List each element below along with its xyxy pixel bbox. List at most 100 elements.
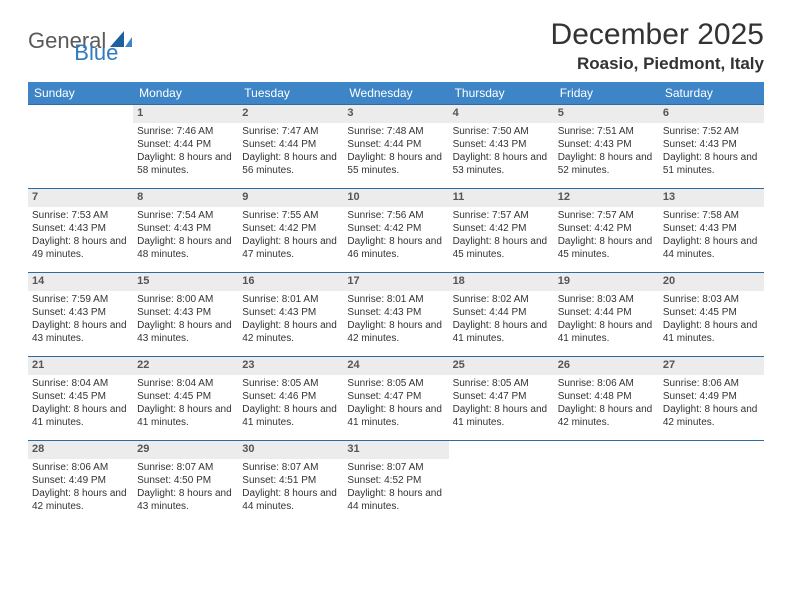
day-content-cell [28, 123, 133, 189]
daynum-row: 14151617181920 [28, 273, 764, 291]
day-header: Monday [133, 82, 238, 105]
sunset-text: Sunset: 4:47 PM [347, 390, 444, 403]
daylight-text: Daylight: 8 hours and 41 minutes. [453, 319, 550, 345]
day-content-cell: Sunrise: 7:57 AMSunset: 4:42 PMDaylight:… [554, 207, 659, 273]
day-content-cell: Sunrise: 7:51 AMSunset: 4:43 PMDaylight:… [554, 123, 659, 189]
day-content-cell: Sunrise: 8:02 AMSunset: 4:44 PMDaylight:… [449, 291, 554, 357]
sunset-text: Sunset: 4:49 PM [663, 390, 760, 403]
sunrise-text: Sunrise: 8:04 AM [32, 377, 129, 390]
day-number-cell: 29 [133, 441, 238, 459]
daylight-text: Daylight: 8 hours and 42 minutes. [242, 319, 339, 345]
sunrise-text: Sunrise: 8:01 AM [242, 293, 339, 306]
day-content-cell [659, 459, 764, 525]
sunrise-text: Sunrise: 8:06 AM [558, 377, 655, 390]
day-content-cell: Sunrise: 8:06 AMSunset: 4:48 PMDaylight:… [554, 375, 659, 441]
sunrise-text: Sunrise: 8:05 AM [347, 377, 444, 390]
sunrise-text: Sunrise: 7:46 AM [137, 125, 234, 138]
day-number-cell: 21 [28, 357, 133, 375]
day-content-cell: Sunrise: 7:46 AMSunset: 4:44 PMDaylight:… [133, 123, 238, 189]
daylight-text: Daylight: 8 hours and 47 minutes. [242, 235, 339, 261]
sunrise-text: Sunrise: 8:01 AM [347, 293, 444, 306]
content-row: Sunrise: 7:59 AMSunset: 4:43 PMDaylight:… [28, 291, 764, 357]
sunset-text: Sunset: 4:45 PM [32, 390, 129, 403]
sunset-text: Sunset: 4:43 PM [453, 138, 550, 151]
day-content-cell: Sunrise: 7:48 AMSunset: 4:44 PMDaylight:… [343, 123, 448, 189]
daynum-row: 28293031 [28, 441, 764, 459]
sunrise-text: Sunrise: 7:50 AM [453, 125, 550, 138]
daylight-text: Daylight: 8 hours and 48 minutes. [137, 235, 234, 261]
day-content-cell: Sunrise: 8:06 AMSunset: 4:49 PMDaylight:… [659, 375, 764, 441]
sunrise-text: Sunrise: 7:53 AM [32, 209, 129, 222]
sunset-text: Sunset: 4:46 PM [242, 390, 339, 403]
sunrise-text: Sunrise: 8:00 AM [137, 293, 234, 306]
day-content-cell: Sunrise: 8:07 AMSunset: 4:51 PMDaylight:… [238, 459, 343, 525]
header: General Blue December 2025 Roasio, Piedm… [28, 18, 764, 74]
daynum-row: 123456 [28, 105, 764, 123]
day-content-cell: Sunrise: 7:50 AMSunset: 4:43 PMDaylight:… [449, 123, 554, 189]
content-row: Sunrise: 8:06 AMSunset: 4:49 PMDaylight:… [28, 459, 764, 525]
daylight-text: Daylight: 8 hours and 42 minutes. [558, 403, 655, 429]
sunrise-text: Sunrise: 7:57 AM [453, 209, 550, 222]
month-title: December 2025 [551, 18, 764, 52]
daylight-text: Daylight: 8 hours and 43 minutes. [137, 319, 234, 345]
sunset-text: Sunset: 4:43 PM [347, 306, 444, 319]
day-number-cell: 7 [28, 189, 133, 207]
day-content-cell: Sunrise: 7:47 AMSunset: 4:44 PMDaylight:… [238, 123, 343, 189]
sunrise-text: Sunrise: 8:06 AM [32, 461, 129, 474]
sunrise-text: Sunrise: 8:04 AM [137, 377, 234, 390]
day-content-cell: Sunrise: 8:00 AMSunset: 4:43 PMDaylight:… [133, 291, 238, 357]
day-content-cell: Sunrise: 8:05 AMSunset: 4:47 PMDaylight:… [343, 375, 448, 441]
daynum-row: 21222324252627 [28, 357, 764, 375]
day-number-cell: 1 [133, 105, 238, 123]
sunset-text: Sunset: 4:48 PM [558, 390, 655, 403]
sunrise-text: Sunrise: 8:05 AM [453, 377, 550, 390]
sunset-text: Sunset: 4:44 PM [137, 138, 234, 151]
calendar-table: SundayMondayTuesdayWednesdayThursdayFrid… [28, 82, 764, 525]
daylight-text: Daylight: 8 hours and 56 minutes. [242, 151, 339, 177]
day-content-cell: Sunrise: 8:07 AMSunset: 4:50 PMDaylight:… [133, 459, 238, 525]
daylight-text: Daylight: 8 hours and 58 minutes. [137, 151, 234, 177]
content-row: Sunrise: 7:53 AMSunset: 4:43 PMDaylight:… [28, 207, 764, 273]
day-number-cell: 22 [133, 357, 238, 375]
day-content-cell: Sunrise: 8:05 AMSunset: 4:46 PMDaylight:… [238, 375, 343, 441]
day-content-cell: Sunrise: 7:55 AMSunset: 4:42 PMDaylight:… [238, 207, 343, 273]
sunset-text: Sunset: 4:43 PM [137, 306, 234, 319]
day-content-cell: Sunrise: 7:58 AMSunset: 4:43 PMDaylight:… [659, 207, 764, 273]
day-content-cell: Sunrise: 8:05 AMSunset: 4:47 PMDaylight:… [449, 375, 554, 441]
daynum-row: 78910111213 [28, 189, 764, 207]
day-number-cell: 6 [659, 105, 764, 123]
daylight-text: Daylight: 8 hours and 41 minutes. [32, 403, 129, 429]
sunset-text: Sunset: 4:44 PM [453, 306, 550, 319]
day-content-cell: Sunrise: 7:59 AMSunset: 4:43 PMDaylight:… [28, 291, 133, 357]
sunrise-text: Sunrise: 8:03 AM [663, 293, 760, 306]
daylight-text: Daylight: 8 hours and 55 minutes. [347, 151, 444, 177]
daylight-text: Daylight: 8 hours and 41 minutes. [453, 403, 550, 429]
daylight-text: Daylight: 8 hours and 42 minutes. [32, 487, 129, 513]
day-content-cell: Sunrise: 7:56 AMSunset: 4:42 PMDaylight:… [343, 207, 448, 273]
day-number-cell [449, 441, 554, 459]
day-number-cell: 23 [238, 357, 343, 375]
sunset-text: Sunset: 4:50 PM [137, 474, 234, 487]
day-number-cell [28, 105, 133, 123]
day-content-cell: Sunrise: 8:03 AMSunset: 4:45 PMDaylight:… [659, 291, 764, 357]
day-content-cell: Sunrise: 7:53 AMSunset: 4:43 PMDaylight:… [28, 207, 133, 273]
sunrise-text: Sunrise: 8:07 AM [137, 461, 234, 474]
sunset-text: Sunset: 4:45 PM [137, 390, 234, 403]
daylight-text: Daylight: 8 hours and 52 minutes. [558, 151, 655, 177]
sunrise-text: Sunrise: 7:59 AM [32, 293, 129, 306]
sunset-text: Sunset: 4:43 PM [242, 306, 339, 319]
logo: General Blue [28, 18, 178, 54]
day-header: Thursday [449, 82, 554, 105]
daylight-text: Daylight: 8 hours and 45 minutes. [453, 235, 550, 261]
sunrise-text: Sunrise: 7:55 AM [242, 209, 339, 222]
daylight-text: Daylight: 8 hours and 43 minutes. [137, 487, 234, 513]
sunrise-text: Sunrise: 8:05 AM [242, 377, 339, 390]
day-number-cell: 8 [133, 189, 238, 207]
day-content-cell: Sunrise: 7:54 AMSunset: 4:43 PMDaylight:… [133, 207, 238, 273]
sunset-text: Sunset: 4:43 PM [663, 138, 760, 151]
day-number-cell: 14 [28, 273, 133, 291]
sunset-text: Sunset: 4:42 PM [453, 222, 550, 235]
day-header: Friday [554, 82, 659, 105]
sunrise-text: Sunrise: 7:47 AM [242, 125, 339, 138]
day-number-cell: 11 [449, 189, 554, 207]
